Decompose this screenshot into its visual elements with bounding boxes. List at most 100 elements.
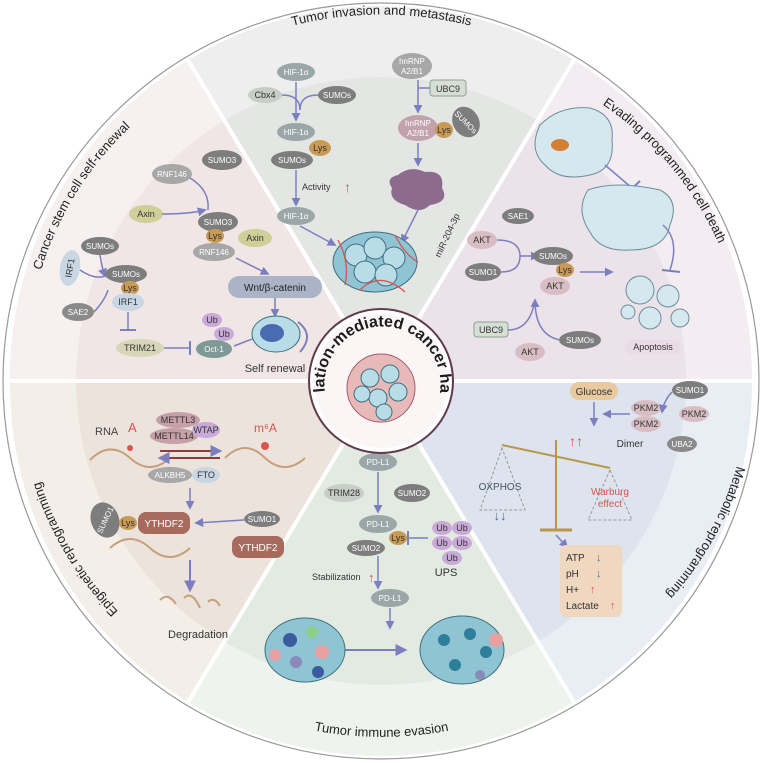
hnrnp-node (392, 53, 432, 79)
lactate-up-icon: ↑ (610, 600, 616, 612)
ub-node-4 (452, 536, 472, 550)
akt-label-2: AKT (546, 281, 564, 291)
sumo3-node (202, 150, 242, 170)
sumo1-label-2: SUMO1 (248, 515, 277, 524)
m6a-label: m⁶A (254, 421, 277, 435)
cbx4-node (248, 87, 282, 103)
hplus-up-icon: ↑ (590, 584, 596, 596)
axin-label-2: Axin (246, 233, 264, 243)
oct1-label: Oct-1 (204, 345, 224, 354)
mettl14-label: METTL14 (154, 431, 194, 441)
ub-label-3: Ub (436, 538, 448, 548)
trim21-label: TRIM21 (124, 343, 156, 353)
ythdf2-label-2: YTHDF2 (239, 543, 278, 554)
apoptotic-bodies-icon (620, 275, 690, 330)
ub-chain: Ub Ub Ub Ub Ub (432, 521, 472, 565)
sumo2-label: SUMO2 (398, 489, 427, 498)
ub-label-1: Ub (436, 523, 448, 533)
ph-down-icon: ↓ (596, 568, 602, 580)
glucose-label: Glucose (576, 387, 613, 398)
ub-label-2: Ub (456, 523, 468, 533)
apoptosis-arrow-1 (496, 239, 521, 273)
lactate-label: Lactate (566, 601, 599, 612)
section-metabolic: Glucose SUMO1 PKM2 PKM2 PKM2 UBA2 Dimer … (479, 381, 709, 617)
pkm2-label-3: PKM2 (682, 409, 707, 419)
sumos-label-2: SUMOs (112, 270, 140, 279)
pdl1-node (359, 453, 397, 471)
uba2-label: UBA2 (672, 440, 693, 449)
bound-rna-icon (109, 538, 191, 558)
lys-node (389, 531, 407, 545)
stabilization-label: Stabilization (312, 572, 361, 582)
irf1-label: IRF1 (63, 258, 76, 279)
self-renewal-label: Self renewal (245, 363, 306, 375)
oxphos-down-icon: ↓↓ (494, 508, 507, 523)
sumos-label: SUMOs (86, 242, 114, 251)
invasion-arrow-5 (299, 225, 337, 246)
lys-label: Lys (391, 533, 405, 543)
sumo3-node-2 (198, 212, 238, 232)
fto-label: FTO (197, 470, 215, 480)
sumo1-label: SUMO1 (676, 386, 705, 395)
section-apoptosis: SAE1 AKT SUMO1 SUMOs Lys AKT Apoptosis U… (465, 107, 690, 361)
ubc9-label: UBC9 (479, 325, 503, 335)
a-label: A (128, 420, 137, 435)
ythdf2-node (138, 512, 190, 534)
section-invasion: HIF-1α Cbx4 SUMOs HIF-1α Lys SUMOs Activ… (248, 53, 480, 293)
sumos-node-3 (452, 106, 480, 138)
atp-label: ATP (566, 553, 585, 564)
lys-node (119, 516, 137, 530)
ub-node-5 (442, 551, 462, 565)
lys-node (556, 263, 574, 277)
sae1-node (502, 208, 534, 224)
sumos-label: SUMOs (539, 252, 567, 261)
adenosine-mark (127, 445, 133, 451)
hif-label: HIF-1α (284, 68, 309, 77)
pkm2-node (631, 400, 661, 416)
hnrnp-node-2 (398, 115, 438, 141)
lys-node-2 (121, 281, 139, 295)
warburg-label: Warburg (591, 487, 629, 498)
apoptosis-arrow-4 (507, 300, 561, 341)
trim28-node (324, 484, 364, 502)
ub-node-2 (452, 521, 472, 535)
mitochondria-icon (551, 139, 569, 151)
glucose-node (570, 382, 618, 400)
hnrnp-label: hnRNP (399, 57, 425, 66)
sumo1-node (90, 502, 120, 538)
hif-node (277, 63, 315, 81)
pdl1-label: PD-L1 (367, 458, 390, 467)
immune-infiltrated-tumor-icon (264, 617, 346, 683)
apoptosis-inhibit-2 (662, 224, 675, 271)
apoptosis-inhibit (604, 164, 633, 189)
sumos-node-2 (105, 265, 147, 283)
lys-label: Lys (313, 143, 327, 153)
irf1-node (59, 250, 81, 286)
immune-evaded-tumor-icon (419, 615, 505, 685)
epigenetic-arrow-2 (194, 518, 245, 528)
warburg-effect-label: effect (598, 499, 622, 510)
akt-label-3: AKT (521, 347, 539, 357)
pkm2-label: PKM2 (634, 403, 659, 413)
trim28-label: TRIM28 (328, 488, 360, 498)
irf1-node-2 (112, 293, 144, 311)
section-immune: PD-L1 TRIM28 SUMO2 PD-L1 Lys SUMO2 Ub Ub… (264, 453, 505, 685)
tumor-cluster-icon (332, 231, 419, 293)
rna-strand-icon (89, 448, 171, 468)
sumo3-label-2: SUMO3 (204, 218, 233, 227)
mettl3-node (156, 412, 200, 428)
rnf146-node (152, 164, 192, 184)
metabolite-box (560, 545, 622, 617)
hnrnp-label-2: hnRNP (405, 119, 431, 128)
lys-node (206, 229, 224, 243)
center-tumor-icon (346, 353, 416, 423)
panel-epigenetic (76, 381, 381, 642)
section-stem: RNF146 SUMO3 Axin SUMO3 Lys RNF146 Axin … (59, 150, 322, 375)
metabolic-arrow-4 (555, 534, 569, 549)
ub-label-1: Ub (206, 315, 218, 325)
ub-node-1 (432, 521, 452, 535)
cbx4-label: Cbx4 (254, 90, 275, 100)
sumo1-label: SUMO1 (469, 268, 498, 277)
activity-label: Activity (302, 182, 331, 192)
ythdf2-node-2 (232, 536, 284, 558)
